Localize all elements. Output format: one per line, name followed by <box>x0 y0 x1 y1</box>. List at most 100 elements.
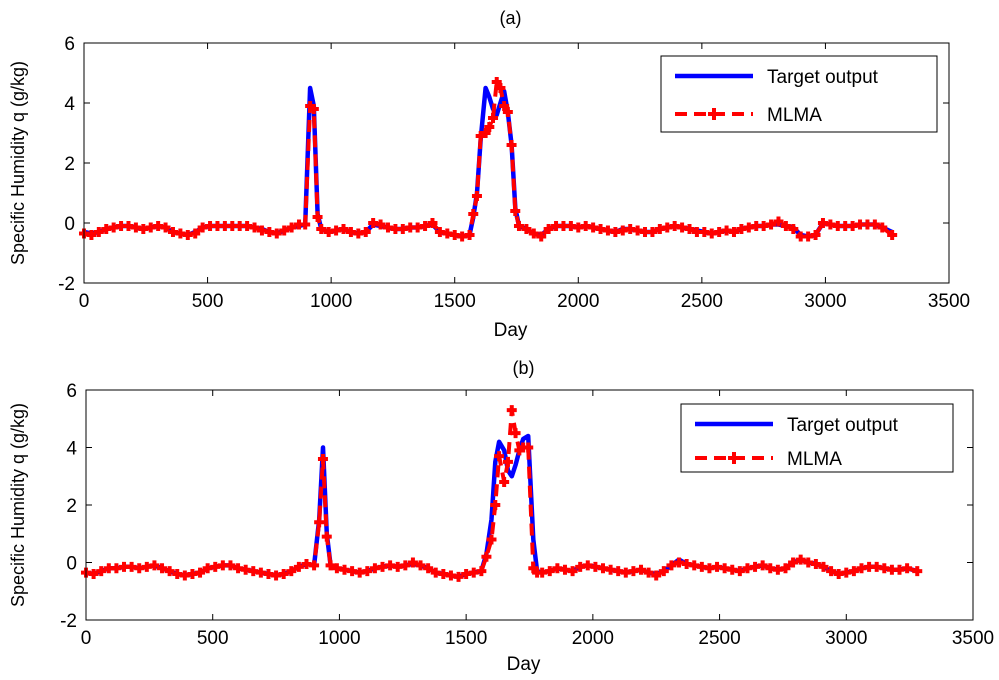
x-axis-label: Day <box>507 654 541 675</box>
data-point-marker <box>499 101 510 111</box>
data-point-marker <box>486 534 497 545</box>
data-point-marker <box>93 227 104 237</box>
legend-label: MLMA <box>767 105 822 126</box>
data-point-marker <box>316 224 327 234</box>
legend-box <box>680 403 954 473</box>
legend-label: Target output <box>787 415 899 436</box>
legend-label: Target output <box>767 67 879 88</box>
x-tick-label: 3500 <box>928 291 970 312</box>
legend-label: MLMA <box>787 449 842 470</box>
data-point-marker <box>728 227 739 237</box>
data-point-marker <box>415 560 426 571</box>
x-tick-label: 1000 <box>310 291 352 312</box>
x-tick-label: 3000 <box>825 628 867 649</box>
data-point-marker <box>544 566 555 577</box>
y-tick-label: 6 <box>66 381 77 402</box>
data-point-marker <box>887 230 898 240</box>
chart-b: 0 500 1000 1500 2000 2500 3000 3500-20246(b)Day… <box>8 358 994 675</box>
x-tick-label: 2500 <box>698 628 740 649</box>
x-axis-label: Day <box>494 320 528 341</box>
x-tick-label: 1500 <box>445 628 487 649</box>
x-tick-label: 2500 <box>681 291 723 312</box>
data-point-marker <box>795 554 806 565</box>
y-tick-label: 6 <box>64 34 75 55</box>
data-point-marker <box>271 228 282 239</box>
data-point-marker <box>476 566 487 577</box>
y-tick-label: -2 <box>58 274 75 295</box>
data-point-marker <box>780 221 791 231</box>
data-point-marker <box>190 228 201 239</box>
data-point-marker <box>757 560 768 571</box>
data-point-marker <box>912 566 923 577</box>
data-point-marker <box>780 563 791 574</box>
data-point-marker <box>636 564 647 575</box>
data-point-marker <box>279 225 290 236</box>
data-point-marker <box>300 219 311 230</box>
data-point-marker <box>684 224 695 234</box>
data-point-marker <box>453 571 464 582</box>
data-point-marker <box>293 561 304 572</box>
y-tick-label: 0 <box>64 214 75 235</box>
data-point-marker <box>491 77 502 87</box>
data-point-marker <box>484 122 495 132</box>
data-point-marker <box>499 477 510 487</box>
data-point-marker <box>317 454 328 464</box>
data-point-marker <box>375 219 386 230</box>
chart-a: 0 500 1000 1500 2000 2500 3000 3500-20246(a)Day… <box>8 8 970 341</box>
data-point-marker <box>788 557 799 568</box>
data-point-marker <box>536 231 547 242</box>
legend: Target output MLMA <box>680 403 954 473</box>
x-tick-label: 3500 <box>952 628 994 649</box>
data-point-marker <box>848 566 859 577</box>
data-point-marker <box>164 566 175 577</box>
data-point-marker <box>400 560 411 571</box>
y-tick-label: 2 <box>64 154 75 175</box>
data-point-marker <box>480 128 491 138</box>
data-point-marker <box>506 140 517 150</box>
data-point-marker <box>490 500 501 510</box>
data-point-marker <box>321 531 332 542</box>
data-point-marker <box>523 442 534 453</box>
chart-title: (a) <box>500 8 522 28</box>
data-point-marker <box>651 570 662 581</box>
data-point-marker <box>510 206 521 216</box>
x-tick-label: 2000 <box>557 291 599 312</box>
data-point-marker <box>420 221 431 231</box>
data-point-marker <box>278 569 289 579</box>
x-tick-label: 500 <box>192 291 224 312</box>
data-point-marker <box>312 212 323 222</box>
data-point-marker <box>902 563 913 574</box>
data-point-marker <box>96 566 107 577</box>
data-point-marker <box>471 191 482 201</box>
data-point-marker <box>249 222 260 233</box>
data-point-marker <box>666 560 677 571</box>
data-point-marker <box>869 219 880 230</box>
data-point-marker <box>877 222 888 233</box>
data-point-marker <box>826 566 837 577</box>
data-point-marker <box>647 227 658 237</box>
data-point-marker <box>502 107 513 117</box>
data-point-marker <box>160 222 171 233</box>
data-point-marker <box>464 230 475 240</box>
data-point-marker <box>643 567 654 578</box>
legend-marker <box>708 108 720 120</box>
data-point-marker <box>314 517 325 528</box>
data-point-marker <box>810 230 821 240</box>
data-point-marker <box>658 566 669 577</box>
data-point-marker <box>325 560 336 571</box>
data-point-marker <box>286 566 297 577</box>
axes-box <box>85 389 974 621</box>
x-tick-label: 500 <box>197 628 229 649</box>
data-point-marker <box>88 569 99 579</box>
data-point-marker <box>818 561 829 572</box>
data-point-marker <box>86 230 97 240</box>
data-point-marker <box>788 224 799 234</box>
data-point-marker <box>407 557 418 568</box>
axes-box <box>83 42 950 284</box>
data-point-marker <box>543 224 554 234</box>
data-point-marker <box>506 405 517 416</box>
y-axis-label: Specific Humidity q (g/kg) <box>8 61 28 265</box>
data-point-marker <box>495 83 506 93</box>
y-tick-label: 0 <box>66 554 77 575</box>
